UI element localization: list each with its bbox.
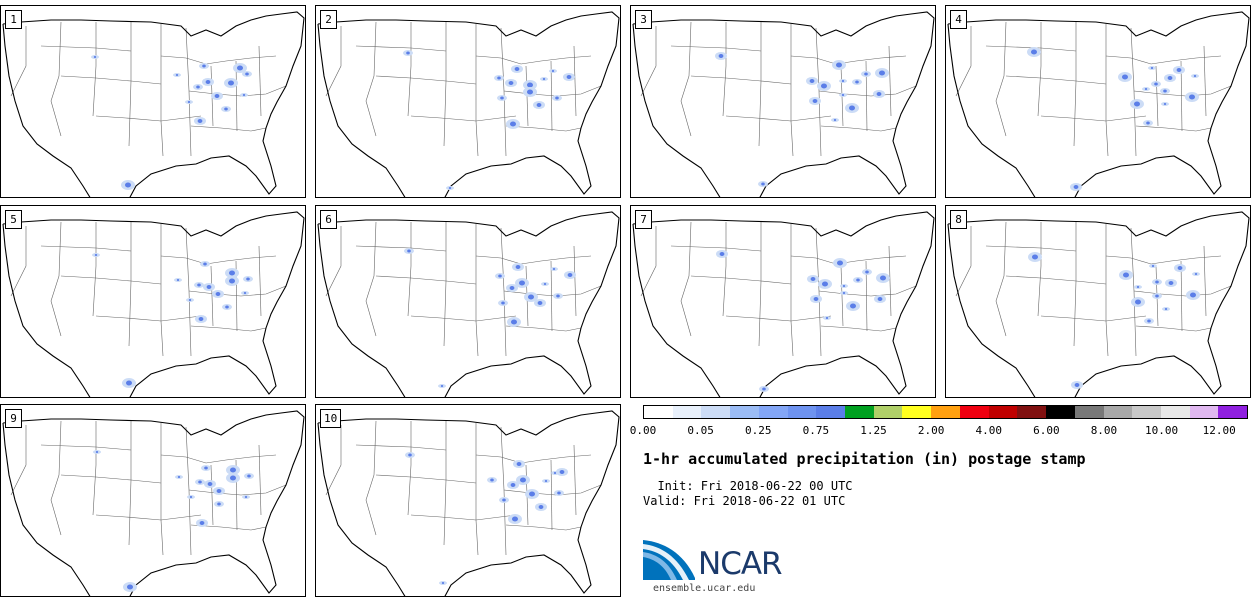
stamp-number: 6 <box>320 210 337 229</box>
us-map-icon <box>317 410 620 596</box>
us-map-icon <box>947 211 1250 397</box>
stamp-number: 8 <box>950 210 967 229</box>
colorbar-cell <box>1189 406 1219 418</box>
valid-time: Valid: Fri 2018-06-22 01 UTC <box>643 494 846 508</box>
colorbar-cell <box>1103 406 1133 418</box>
us-map-icon <box>2 11 305 197</box>
postage-stamp-map[interactable]: 9 <box>0 404 306 597</box>
colorbar-cell <box>816 406 846 418</box>
postage-stamp-map[interactable]: 6 <box>315 205 621 398</box>
us-map-icon <box>317 11 620 197</box>
init-time: Init: Fri 2018-06-22 00 UTC <box>643 479 853 493</box>
colorbar-tick-label: 12.00 <box>1202 424 1236 437</box>
colorbar-cell <box>1017 406 1047 418</box>
postage-stamp-map[interactable]: 10 <box>315 404 621 597</box>
colorbar-cell <box>845 406 874 418</box>
stamp-number: 2 <box>320 10 337 29</box>
colorbar-cell <box>644 406 673 418</box>
stamp-number: 7 <box>635 210 652 229</box>
postage-stamp-map[interactable]: 4 <box>945 5 1251 198</box>
colorbar-tick-label: 8.00 <box>1090 424 1118 437</box>
ncar-logo-icon <box>643 540 695 580</box>
colorbar-tick-label: 4.00 <box>975 424 1002 437</box>
stamp-number: 4 <box>950 10 967 29</box>
stamp-number: 1 <box>5 10 22 29</box>
colorbar-tick-label: 0.05 <box>687 424 714 437</box>
precip-colorbar <box>643 405 1248 419</box>
site-url: ensemble.ucar.edu <box>653 583 756 594</box>
us-map-icon <box>632 211 935 397</box>
colorbar-cell <box>1160 406 1190 418</box>
us-map-icon <box>947 11 1250 197</box>
postage-stamp-map[interactable]: 3 <box>630 5 936 198</box>
colorbar-tick-label: 6.00 <box>1033 424 1060 437</box>
postage-stamp-map[interactable]: 1 <box>0 5 306 198</box>
postage-stamp-map[interactable]: 2 <box>315 5 621 198</box>
colorbar-cell <box>959 406 989 418</box>
colorbar-tick-label: 0.25 <box>744 424 772 437</box>
us-map-icon <box>317 211 620 397</box>
colorbar-tick-label: 0.75 <box>802 424 830 437</box>
colorbar-cell <box>902 406 932 418</box>
postage-stamp-map[interactable]: 5 <box>0 205 306 398</box>
stamp-number: 9 <box>5 409 22 428</box>
colorbar-cell <box>787 406 817 418</box>
colorbar-cell <box>931 406 960 418</box>
colorbar-tick-label: 0.00 <box>629 424 657 437</box>
colorbar-cell <box>672 406 702 418</box>
postage-stamp-map[interactable]: 7 <box>630 205 936 398</box>
us-map-icon <box>2 410 305 596</box>
colorbar-cell <box>730 406 759 418</box>
stamp-number: 3 <box>635 10 652 29</box>
colorbar-tick-label: 10.00 <box>1145 424 1179 437</box>
logo-text: NCAR <box>698 546 783 582</box>
us-map-icon <box>632 11 935 197</box>
colorbar-cell <box>988 406 1018 418</box>
colorbar-cell <box>873 406 903 418</box>
colorbar-cell <box>1132 406 1161 418</box>
colorbar-cell <box>1046 406 1075 418</box>
stamp-number: 5 <box>5 210 22 229</box>
init-text: Init: Fri 2018-06-22 00 UTC <box>657 479 853 493</box>
stamp-number: 10 <box>320 409 342 428</box>
colorbar-cell <box>1074 406 1104 418</box>
postage-stamp-map[interactable]: 8 <box>945 205 1251 398</box>
colorbar-cell <box>1218 406 1248 418</box>
colorbar-cell <box>758 406 788 418</box>
colorbar-tick-label: 2.00 <box>917 424 945 437</box>
plot-title: 1-hr accumulated precipitation (in) post… <box>643 450 1086 468</box>
us-map-icon <box>2 211 305 397</box>
colorbar-tick-label: 1.25 <box>860 424 887 437</box>
colorbar-cell <box>701 406 731 418</box>
